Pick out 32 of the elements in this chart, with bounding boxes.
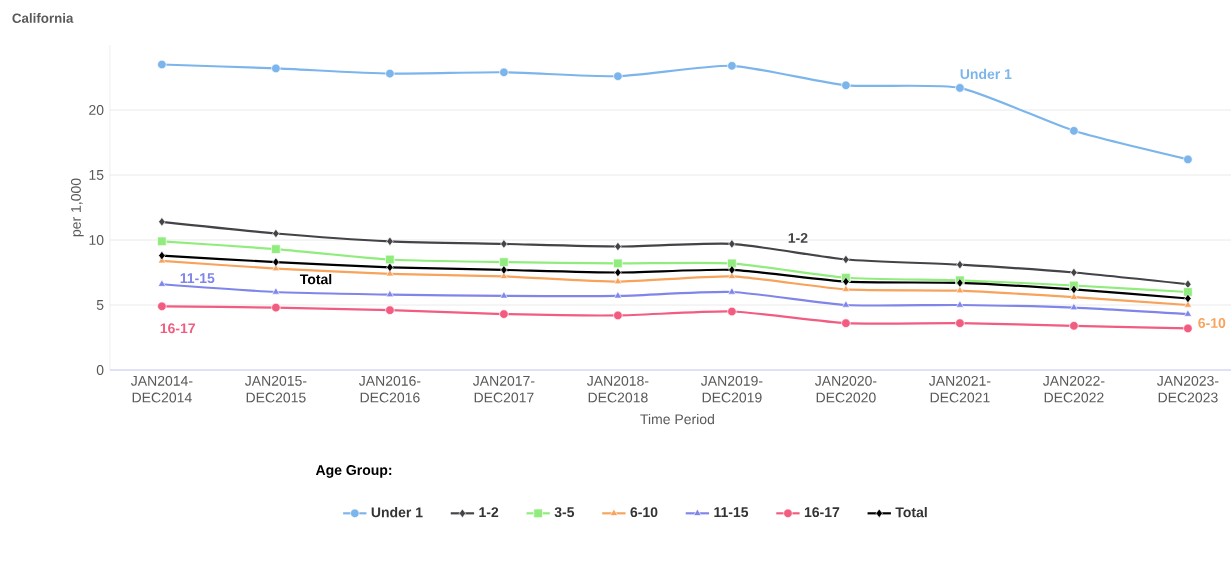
annotation: 6-10 bbox=[1198, 318, 1226, 328]
x-tick-label: JAN2016-DEC2016 bbox=[358, 375, 421, 403]
x-axis-title: Time Period bbox=[640, 413, 714, 425]
annotation: Under 1 bbox=[960, 68, 1012, 80]
legend-title: Age Group: bbox=[315, 465, 392, 478]
x-tick-label: JAN2020-DEC2020 bbox=[814, 375, 877, 403]
annotation: Total bbox=[299, 273, 332, 285]
x-tick-label: JAN2018-DEC2018 bbox=[586, 375, 649, 403]
x-tick-label: JAN2014-DEC2014 bbox=[130, 375, 193, 403]
annotation: 1-2 bbox=[788, 233, 808, 243]
legend-label: 16-17 bbox=[804, 507, 840, 518]
y-tick-label: 10 bbox=[89, 235, 104, 245]
y-tick-label: 5 bbox=[96, 300, 104, 310]
annotation: 16-17 bbox=[160, 323, 195, 334]
legend-label: 11-15 bbox=[714, 507, 749, 518]
x-tick-label: JAN2015-DEC2015 bbox=[244, 375, 307, 403]
x-tick-label: JAN2021-DEC2021 bbox=[928, 375, 991, 403]
y-tick-label: 0 bbox=[96, 365, 104, 375]
legend-label: Total bbox=[895, 507, 927, 518]
x-tick-label: JAN2022-DEC2022 bbox=[1042, 375, 1105, 403]
legend-label: 3-5 bbox=[554, 507, 575, 518]
x-tick-label: JAN2023-DEC2023 bbox=[1156, 375, 1219, 403]
chart-title: California bbox=[12, 13, 74, 23]
x-tick-label: JAN2019-DEC2019 bbox=[700, 375, 763, 403]
annotation: 11-15 bbox=[180, 273, 215, 284]
legend-label: 1-2 bbox=[479, 507, 499, 517]
y-axis-title: per 1,000 bbox=[70, 178, 84, 237]
x-tick-label: JAN2017-DEC2017 bbox=[472, 375, 535, 403]
y-tick-label: 20 bbox=[89, 105, 104, 115]
y-tick-label: 15 bbox=[89, 170, 104, 180]
legend-label: Under 1 bbox=[371, 507, 423, 518]
legend-label: 6-10 bbox=[630, 507, 658, 518]
